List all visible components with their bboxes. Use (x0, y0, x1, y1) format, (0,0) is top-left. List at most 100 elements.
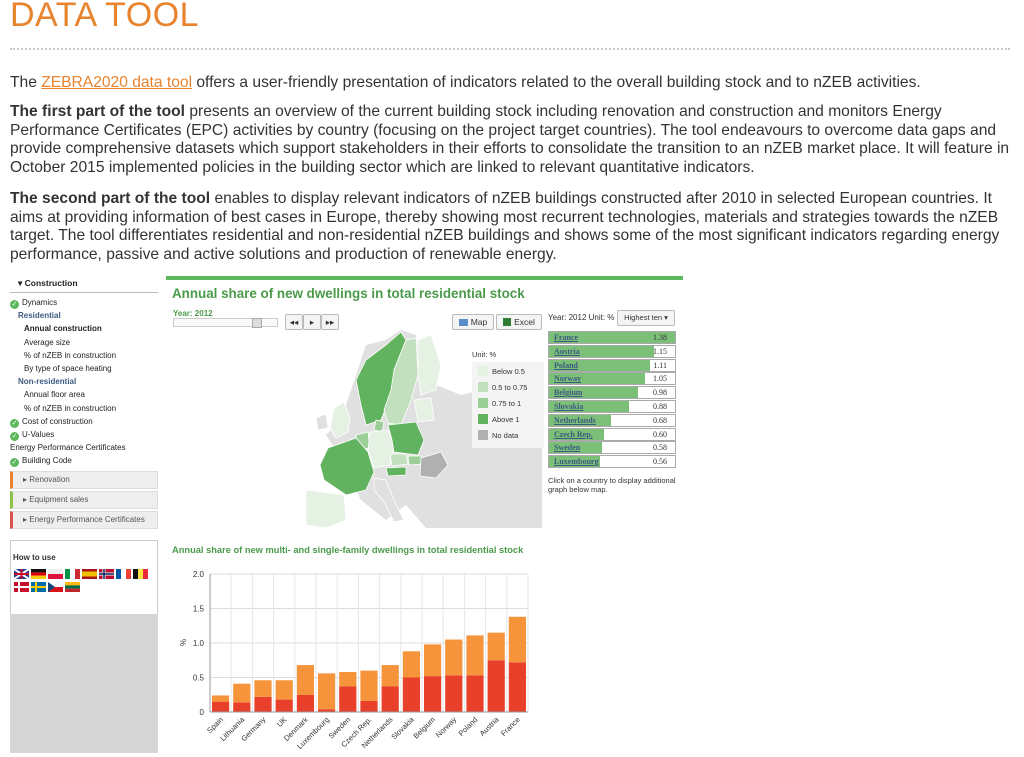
sidebar-item[interactable]: ✓ Dynamics (10, 296, 158, 309)
flag-lt-icon (65, 582, 80, 592)
sidebar-item[interactable]: ✓ U-Values (10, 428, 158, 441)
flag-se-icon (31, 582, 46, 592)
sidebar-item[interactable]: % of nZEB in construction (10, 349, 158, 362)
sidebar-item[interactable]: ✓ Building Code (10, 454, 158, 468)
ranking-row[interactable]: Czech Rep. 0.60 (548, 427, 676, 441)
ranking-select[interactable]: Highest ten ▾ (617, 310, 675, 326)
ranking-bar (549, 387, 639, 399)
sidebar-item[interactable]: % of nZEB in construction (10, 402, 158, 415)
sidebar-item[interactable]: Annual construction (10, 322, 158, 335)
y-tick-label: 1.0 (193, 639, 205, 648)
map-button[interactable]: Map (452, 314, 494, 330)
legend-swatch (478, 414, 488, 424)
check-circle-icon: ✓ (10, 300, 19, 309)
ranking-country[interactable]: Slovakia (554, 402, 584, 411)
second-part-paragraph: The second part of the tool enables to d… (10, 190, 1000, 263)
y-tick-label: 1.5 (193, 605, 205, 614)
forward-button[interactable]: ▸▸ (321, 314, 339, 330)
flag-cz-icon (48, 582, 63, 592)
ranking-country[interactable]: Austria (554, 346, 580, 356)
sidebar-item-label: Residential (18, 311, 61, 321)
sidebar-item-label: Building Code (22, 456, 72, 466)
bar-segment (296, 665, 314, 695)
flag-fr-icon (116, 569, 131, 579)
map-romania (419, 451, 449, 479)
legend-label: Below 0.5 (492, 367, 525, 376)
ranking-row[interactable]: France 1.38 (548, 331, 676, 344)
bar-segment (360, 700, 378, 712)
ranking-bar (549, 414, 612, 426)
ranking-country[interactable]: Belgium (554, 388, 583, 398)
how-to-use-label[interactable]: How to use (13, 553, 56, 562)
title-divider (10, 48, 1010, 50)
sidebar-item[interactable]: ✓ Cost of construction (10, 415, 158, 428)
map-icon (458, 319, 468, 326)
ranking-country[interactable]: Netherlands (554, 415, 596, 425)
sidebar-section[interactable]: ▸ Renovation (10, 471, 158, 490)
ranking-value: 1.05 (653, 374, 667, 384)
bar-segment (233, 702, 251, 712)
map-italy (373, 477, 405, 523)
sidebar-section[interactable]: ▸ Equipment sales (10, 491, 158, 510)
sidebar-item[interactable]: Energy Performance Certificates (10, 441, 158, 454)
sidebar-item[interactable]: Average size (10, 336, 158, 349)
sidebar-item-label: U-Values (22, 429, 55, 439)
bar-segment (318, 709, 336, 712)
year-label: Year: 2012 (173, 309, 213, 318)
sidebar-item-label: Energy Performance Certificates (10, 443, 126, 453)
ranking-row[interactable]: Norway 1.05 (548, 372, 676, 386)
ranking-value: 0.60 (653, 429, 667, 439)
bar-segment (508, 662, 526, 712)
ranking-value: 0.88 (653, 402, 667, 411)
ranking-country[interactable]: Czech Rep. (554, 429, 593, 439)
ranking-row[interactable]: Luxembourg 0.56 (548, 455, 676, 469)
check-circle-icon: ✓ (10, 431, 19, 441)
sidebar-section[interactable]: ▸ Energy Performance Certificates (10, 511, 158, 530)
sidebar-item[interactable]: By type of space heating (10, 362, 158, 375)
intro-paragraph: The ZEBRA2020 data tool offers a user-fr… (10, 74, 921, 91)
ranking-value: 0.58 (653, 443, 667, 453)
map-poland (387, 421, 425, 456)
x-tick-label: Belgium (411, 715, 437, 741)
x-tick-label: Norway (434, 715, 459, 740)
bar-segment (275, 680, 293, 700)
ranking-country[interactable]: Norway (554, 374, 582, 384)
ranking-value: 0.68 (653, 415, 667, 425)
x-tick-label: France (499, 715, 522, 738)
ranking-row[interactable]: Slovakia 0.88 (548, 400, 676, 413)
bar-segment (487, 660, 505, 712)
ranking-country[interactable]: Sweden (554, 443, 581, 453)
ranking-bar (549, 456, 601, 468)
ranking-value: 1.15 (653, 346, 667, 356)
ranking-country[interactable]: Luxembourg (554, 457, 599, 467)
flag-de-icon (31, 569, 46, 579)
excel-button[interactable]: Excel (496, 314, 542, 330)
ranking-row[interactable]: Austria 1.15 (548, 344, 676, 358)
zebra-data-tool-link[interactable]: ZEBRA2020 data tool (41, 74, 193, 91)
ranking-bar (549, 442, 602, 454)
check-circle-icon: ✓ (10, 458, 19, 468)
bar-segment (466, 675, 484, 712)
sidebar-item[interactable]: Residential (10, 309, 158, 322)
language-flags (14, 569, 148, 592)
ranking-country[interactable]: Poland (554, 360, 579, 370)
map-france (319, 437, 375, 496)
sidebar-item[interactable]: Annual floor area (10, 388, 158, 401)
ranking-row[interactable]: Poland 1.11 (548, 358, 676, 372)
year-slider[interactable] (173, 318, 278, 328)
sidebar-item-label: Annual construction (24, 324, 102, 334)
ranking-country[interactable]: France (554, 333, 578, 342)
ranking-meta: Year: 2012 Unit: % (548, 313, 615, 322)
sidebar-header[interactable]: ▾ Construction (10, 276, 158, 293)
ranking-row[interactable]: Belgium 0.98 (548, 386, 676, 400)
ranking-row[interactable]: Sweden 0.58 (548, 441, 676, 455)
year-slider-handle[interactable] (252, 318, 262, 328)
rewind-button[interactable]: ◂◂ (285, 314, 303, 330)
bar-segment (487, 632, 505, 661)
ranking-row[interactable]: Netherlands 0.68 (548, 413, 676, 427)
sidebar-item[interactable]: Non-residential (10, 375, 158, 388)
y-axis-label: % (179, 639, 188, 646)
x-tick-label: Poland (457, 715, 480, 738)
first-part-paragraph: The first part of the tool presents an o… (10, 103, 1010, 176)
play-button[interactable]: ▸ (303, 314, 321, 330)
